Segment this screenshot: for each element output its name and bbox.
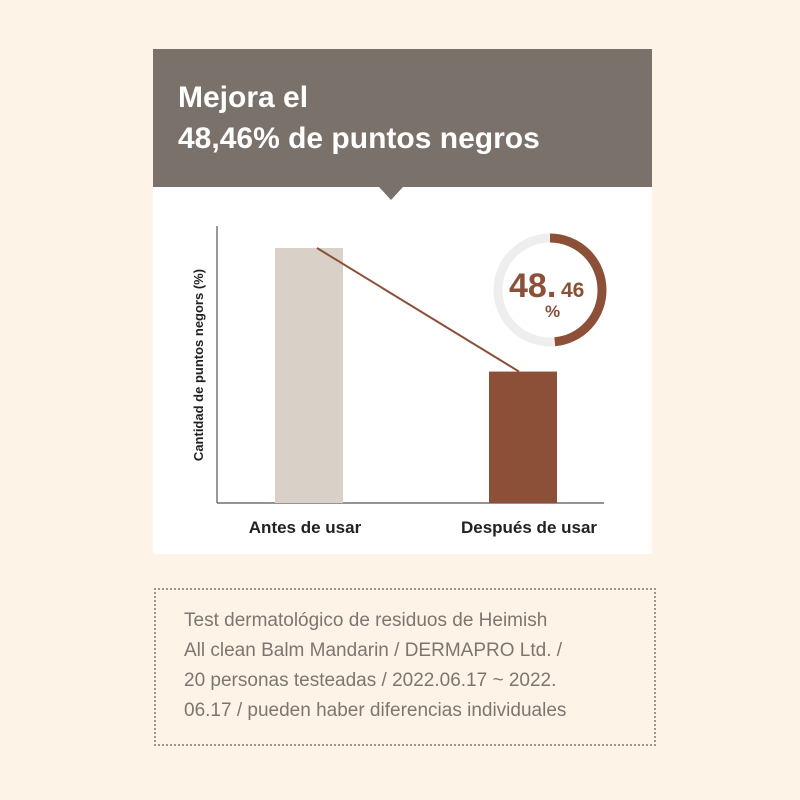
- disclaimer-line: Test dermatológico de residuos de Heimis…: [184, 610, 548, 631]
- chart-header: Mejora el 48,46% de puntos negros: [153, 49, 652, 187]
- disclaimer-box: Test dermatológico de residuos de Heimis…: [154, 588, 656, 746]
- bar-chart: Cantidad de puntos negors (%) Antes de u…: [191, 226, 607, 537]
- x-tick-label: Después de usar: [461, 518, 597, 537]
- badge-value-main: 48.: [509, 267, 556, 305]
- disclaimer-line: 06.17 / pueden haber diferencias individ…: [184, 700, 567, 721]
- chart-title: Mejora el 48,46% de puntos negros: [178, 77, 638, 159]
- header-pointer-arrow: [379, 187, 403, 200]
- badge-unit: %: [545, 302, 560, 321]
- disclaimer-text: Test dermatológico de residuos de Heimis…: [184, 606, 644, 726]
- badge-value-decimal: 46: [561, 279, 584, 302]
- title-line-1: Mejora el: [178, 81, 309, 114]
- bar-2: [489, 371, 557, 503]
- chart-card: Mejora el 48,46% de puntos negros Cantid…: [153, 49, 652, 554]
- bar-1: [275, 248, 343, 503]
- disclaimer-line: All clean Balm Mandarin / DERMAPRO Ltd. …: [184, 640, 563, 661]
- donut-progress-arc: [493, 233, 607, 347]
- disclaimer-line: 20 personas testeadas / 2022.06.17 ~ 202…: [184, 670, 557, 691]
- trend-line: [316, 247, 520, 373]
- y-axis-label: Cantidad de puntos negors (%): [191, 269, 206, 461]
- x-tick-label: Antes de usar: [249, 518, 362, 537]
- title-line-2: 48,46% de puntos negros: [178, 122, 540, 155]
